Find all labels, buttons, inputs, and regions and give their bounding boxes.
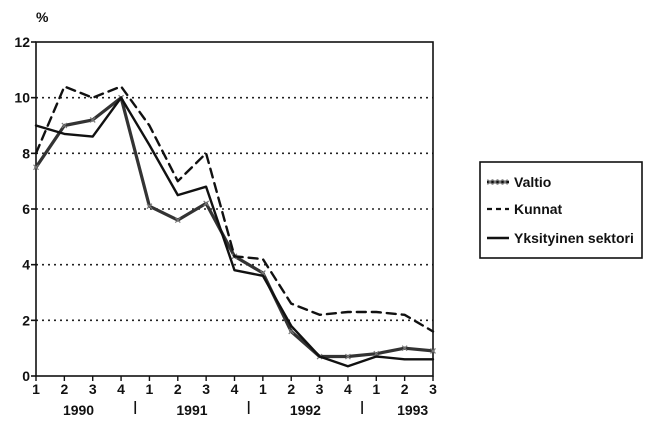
y-tick-label: 6 [22, 201, 30, 217]
x-tick-label: 3 [429, 381, 437, 397]
x-tick-label: 2 [174, 381, 182, 397]
x-tick-label: 4 [344, 381, 352, 397]
x-tick-label: 1 [372, 381, 380, 397]
legend-label-kunnat: Kunnat [514, 201, 563, 217]
axes-layer [31, 41, 434, 381]
y-tick-label: 12 [14, 34, 30, 50]
grid-layer [36, 96, 433, 322]
x-tick-label: 2 [60, 381, 68, 397]
x-tick-label: 4 [231, 381, 239, 397]
series-marker [487, 179, 493, 185]
series-marker [373, 350, 380, 357]
series-line-kunnat [34, 85, 435, 333]
x-tick-label: 1 [32, 381, 40, 397]
series-marker [288, 328, 295, 335]
x-tick-label: 3 [316, 381, 324, 397]
x-tick-label: 3 [89, 381, 97, 397]
series-marker [492, 179, 498, 185]
series-marker [33, 164, 39, 171]
x-tick-label: 2 [401, 381, 409, 397]
legend-label-yksityinen-sektori: Yksityinen sektori [514, 230, 634, 246]
series-marker [203, 200, 210, 207]
series-marker [430, 348, 436, 354]
series-layer [33, 85, 436, 368]
y-tick-label: 4 [22, 257, 30, 273]
y-axis-label: % [36, 9, 49, 25]
legend-label-valtio: Valtio [514, 174, 551, 190]
year-label: 1990 [63, 402, 94, 418]
x-tick-label: 2 [287, 381, 295, 397]
series-marker [345, 353, 351, 360]
series-marker [146, 203, 153, 210]
x-tick-label: 1 [259, 381, 267, 397]
series-line-valtio [34, 96, 435, 359]
year-label: 1993 [397, 402, 428, 418]
year-label: 1992 [290, 402, 321, 418]
series-marker [401, 345, 408, 352]
legend: Valtio Kunnat Yksityinen sektori [479, 161, 643, 259]
year-label: 1991 [176, 402, 207, 418]
x-tick-label: 4 [117, 381, 125, 397]
series-marker [174, 217, 181, 224]
series-marker [61, 122, 68, 129]
y-tick-label: 8 [22, 145, 30, 161]
legend-item-valtio: Valtio [487, 174, 551, 190]
series-marker [502, 179, 508, 185]
y-tick-label: 10 [14, 90, 30, 106]
series-marker [497, 179, 503, 185]
x-tick-label: 1 [146, 381, 154, 397]
legend-item-kunnat: Kunnat [487, 201, 563, 217]
series-marker [89, 117, 96, 123]
series-line-yksityinen-sektori [34, 96, 435, 368]
y-tick-label: 2 [22, 312, 30, 328]
y-tick-label: 0 [22, 368, 30, 384]
legend-item-yksityinen-sektori: Yksityinen sektori [487, 230, 634, 246]
x-tick-label: 3 [202, 381, 210, 397]
